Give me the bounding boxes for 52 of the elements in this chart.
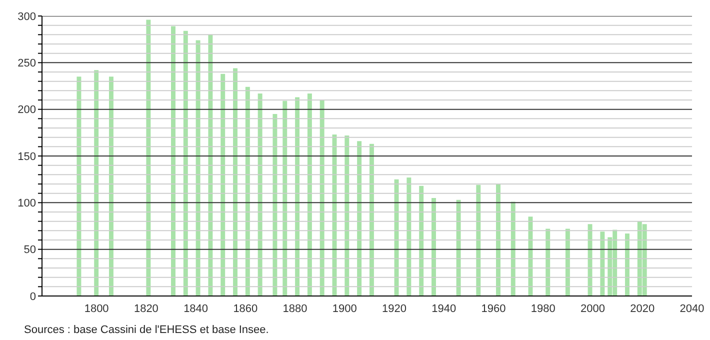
- bar: [196, 40, 200, 296]
- x-tick-label: 1820: [134, 302, 158, 315]
- y-tick-label: 0: [30, 290, 36, 303]
- x-tick-label: 1960: [481, 302, 506, 315]
- bar: [369, 144, 374, 296]
- x-tick-label: 2040: [680, 302, 704, 315]
- bar: [600, 232, 605, 296]
- bar: [419, 186, 424, 296]
- bar: [344, 135, 350, 296]
- x-tick-label: 2020: [630, 302, 655, 315]
- y-tick-label: 200: [18, 104, 36, 116]
- bar: [220, 74, 226, 296]
- bar: [320, 100, 324, 296]
- bar: [625, 233, 630, 296]
- bar: [394, 179, 399, 296]
- y-tick-label: 300: [18, 10, 36, 23]
- bar: [258, 93, 262, 296]
- bar: [245, 86, 250, 296]
- bar: [108, 76, 114, 296]
- y-tick-label: 100: [18, 198, 36, 210]
- bar: [94, 70, 99, 296]
- bar: [233, 68, 238, 296]
- x-tick-label: 1940: [432, 302, 456, 315]
- bar: [272, 114, 278, 296]
- y-tick-label: 250: [18, 58, 36, 70]
- x-tick-label: 2000: [580, 302, 606, 315]
- x-tick-label: 1980: [530, 302, 556, 315]
- bar: [171, 26, 176, 296]
- bar: [476, 184, 481, 296]
- y-tick-label: 150: [18, 150, 36, 163]
- bar: [406, 177, 412, 296]
- bar: [146, 20, 151, 296]
- bar: [183, 30, 188, 296]
- bar: [510, 202, 516, 296]
- bar: [588, 224, 592, 296]
- bar: [208, 34, 213, 296]
- x-tick-label: 1800: [84, 302, 109, 315]
- x-tick-label: 1900: [332, 302, 357, 315]
- bar: [76, 76, 82, 296]
- source-note: Sources : base Cassini de l'EHESS et base Insee.: [24, 324, 270, 336]
- bar: [357, 141, 362, 296]
- y-tick-label: 50: [24, 244, 36, 256]
- bar: [295, 97, 300, 296]
- x-tick-label: 1880: [282, 302, 308, 315]
- bar: [307, 93, 312, 296]
- bar: [456, 200, 461, 296]
- x-tick-label: 1860: [233, 302, 258, 315]
- x-tick-label: 1920: [382, 302, 407, 315]
- bar: [282, 100, 288, 296]
- x-tick-label: 1840: [184, 302, 208, 315]
- bar: [432, 198, 436, 296]
- bar: [496, 184, 500, 296]
